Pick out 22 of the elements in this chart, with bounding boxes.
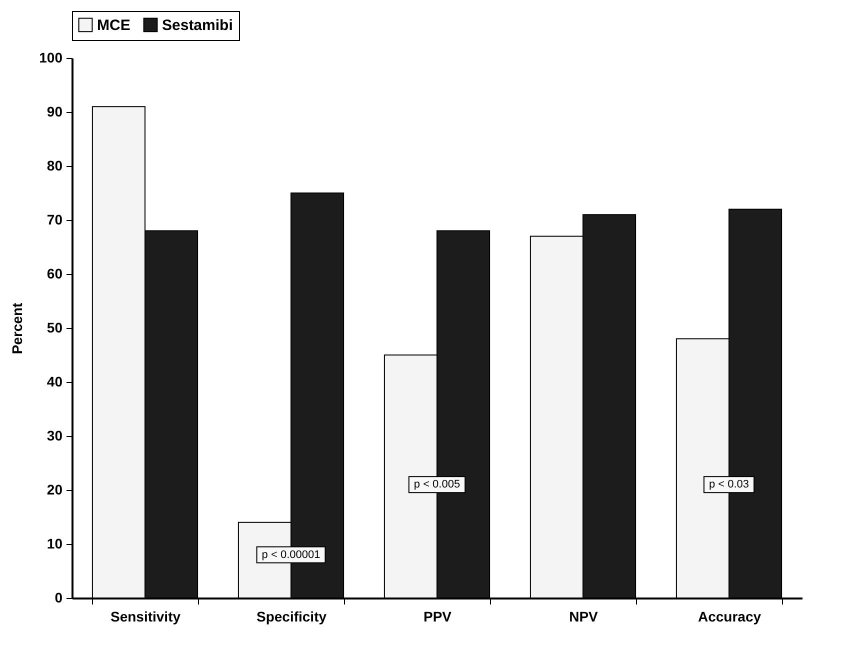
y-tick-label: 10 <box>46 536 63 552</box>
annotation: p < 0.005 <box>414 478 460 491</box>
annotation: p < 0.00001 <box>262 548 320 561</box>
x-tick-label: Accuracy <box>698 608 762 624</box>
x-tick-label: PPV <box>423 608 452 624</box>
annotation: p < 0.03 <box>708 478 750 491</box>
legend-label: MCE <box>97 16 130 34</box>
y-tick-label: 0 <box>54 590 63 606</box>
y-tick-label: 100 <box>39 50 63 66</box>
y-tick-label: 50 <box>46 320 63 336</box>
y-axis-title: Percent <box>9 302 26 354</box>
y-tick-label: 80 <box>46 158 63 174</box>
x-tick-label: NPV <box>569 608 599 624</box>
y-tick-label: 30 <box>46 428 63 444</box>
legend-label: Sestamibi <box>162 16 233 34</box>
x-tick-label: Sensitivity <box>110 608 181 624</box>
y-tick-label: 40 <box>46 374 63 390</box>
y-tick-label: 70 <box>46 212 63 228</box>
y-tick-label: 90 <box>46 104 63 120</box>
x-tick-label: Specificity <box>256 608 327 624</box>
y-tick-label: 60 <box>46 266 63 282</box>
y-tick-label: 20 <box>46 482 63 498</box>
